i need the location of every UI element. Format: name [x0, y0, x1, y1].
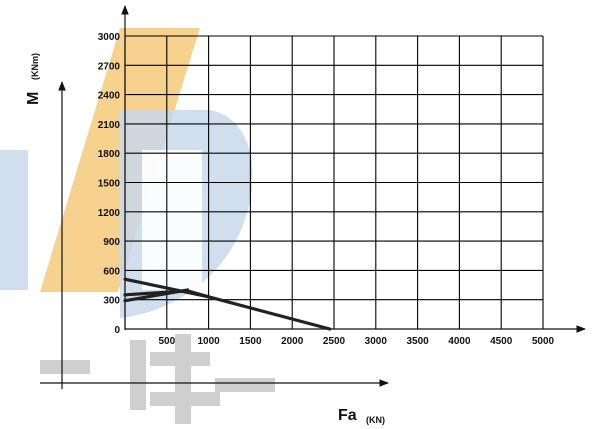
y-tick-label: 1200 — [98, 208, 121, 219]
x-axis-title-group: Fa (KN) — [338, 407, 385, 425]
y-tick-label: 600 — [103, 266, 120, 277]
x-tick-label: 2000 — [281, 336, 304, 347]
y-axis-title: M — [25, 92, 42, 105]
y-tick-label: 300 — [103, 296, 120, 307]
y-tick-label: 2700 — [98, 61, 121, 72]
x-tick-label: 3000 — [365, 336, 388, 347]
y-axis-title-group: M (KNm) — [25, 53, 42, 105]
grid — [124, 35, 544, 330]
y-tick-label: 1800 — [98, 149, 121, 160]
watermark-gray-glyph — [40, 334, 275, 424]
y-tick-label: 0 — [114, 325, 120, 336]
x-axis-title: Fa — [338, 407, 357, 424]
watermark-white-cut — [142, 150, 202, 290]
axes — [40, 5, 586, 389]
x-tick-label: 1000 — [197, 336, 220, 347]
y-tick-label: 2400 — [98, 91, 121, 102]
x-tick-label: 2500 — [323, 336, 346, 347]
y-tick-label: 1500 — [98, 179, 121, 190]
x-tick-label: 5000 — [532, 336, 555, 347]
y-tick-label: 3000 — [98, 32, 121, 43]
series-lines — [123, 277, 332, 331]
x-axis-unit: (KN) — [366, 415, 385, 425]
x-tick-label: 4000 — [448, 336, 471, 347]
x-tick-label: 3500 — [406, 336, 429, 347]
y-tick-label: 2100 — [98, 120, 121, 131]
tick-labels: 0 300 600 900 1200 1500 1800 2100 2400 2700 3000 50… — [98, 32, 555, 347]
series-line — [123, 289, 211, 299]
watermark-blue-left — [0, 150, 28, 290]
watermark-logo — [0, 28, 275, 424]
x-tick-label: 4500 — [490, 336, 513, 347]
x-tick-label: 1500 — [239, 336, 262, 347]
y-axis-unit: (KNm) — [30, 53, 40, 80]
x-tick-label: 500 — [158, 336, 175, 347]
y-tick-label: 900 — [103, 237, 120, 248]
